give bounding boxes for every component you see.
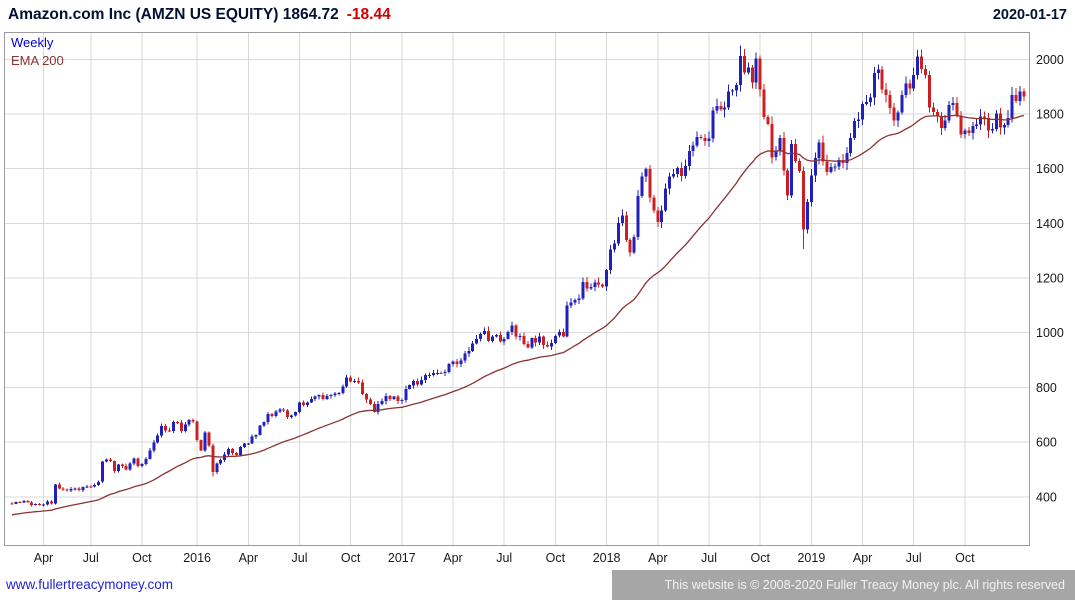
x-axis-label: Oct <box>546 551 566 565</box>
gridlines <box>4 32 1030 546</box>
x-axis-label: Apr <box>239 551 258 565</box>
x-axis-label: Jul <box>83 551 99 565</box>
x-axis-label: Oct <box>750 551 770 565</box>
x-axis-label: 2019 <box>797 551 825 565</box>
x-axis-label: Oct <box>955 551 975 565</box>
y-axis-label: 1200 <box>1036 272 1064 286</box>
y-axis-label: 1000 <box>1036 326 1064 340</box>
website-link[interactable]: www.fullertreacymoney.com <box>6 577 174 592</box>
y-axis-label: 2000 <box>1036 53 1064 67</box>
price-change: -18.44 <box>346 6 391 23</box>
chart-date: 2020-01-17 <box>992 7 1067 23</box>
x-axis-label: Jul <box>292 551 308 565</box>
x-axis-label: 2016 <box>183 551 211 565</box>
x-axis-label: Jul <box>496 551 512 565</box>
x-axis-label: Jul <box>701 551 717 565</box>
instrument-title: Amazon.com Inc (AMZN US EQUITY) 1864.72 <box>8 6 339 23</box>
y-axis-label: 600 <box>1036 436 1057 450</box>
y-axis-label: 400 <box>1036 490 1057 504</box>
page-footer: www.fullertreacymoney.com This website i… <box>0 570 1075 600</box>
chart-header: Amazon.com Inc (AMZN US EQUITY) 1864.72 … <box>0 0 1075 30</box>
x-axis-label: Apr <box>443 551 462 565</box>
x-axis-label: Apr <box>34 551 53 565</box>
y-axis-label: 1800 <box>1036 108 1064 122</box>
x-axis-label: Apr <box>648 551 667 565</box>
x-axis-label: 2018 <box>593 551 621 565</box>
plot-frame <box>4 32 1030 546</box>
x-axis-label: Oct <box>132 551 152 565</box>
ema-line <box>11 114 1025 516</box>
copyright-notice: This website is © 2008-2020 Fuller Treac… <box>612 570 1075 600</box>
y-axis-label: 1400 <box>1036 217 1064 231</box>
x-axis-label: Oct <box>341 551 361 565</box>
x-axis-label: 2017 <box>388 551 416 565</box>
x-axis-label: Apr <box>853 551 872 565</box>
price-chart[interactable]: Weekly EMA 200 400 600 800 1000 1200 1400 1600 18… <box>0 0 1075 570</box>
x-axis-label: Jul <box>906 551 922 565</box>
legend-timeframe: Weekly <box>11 35 54 50</box>
y-axis-label: 800 <box>1036 381 1057 395</box>
y-axis-label: 1600 <box>1036 162 1064 176</box>
legend-ema: EMA 200 <box>11 53 64 68</box>
candlesticks <box>10 45 1026 507</box>
